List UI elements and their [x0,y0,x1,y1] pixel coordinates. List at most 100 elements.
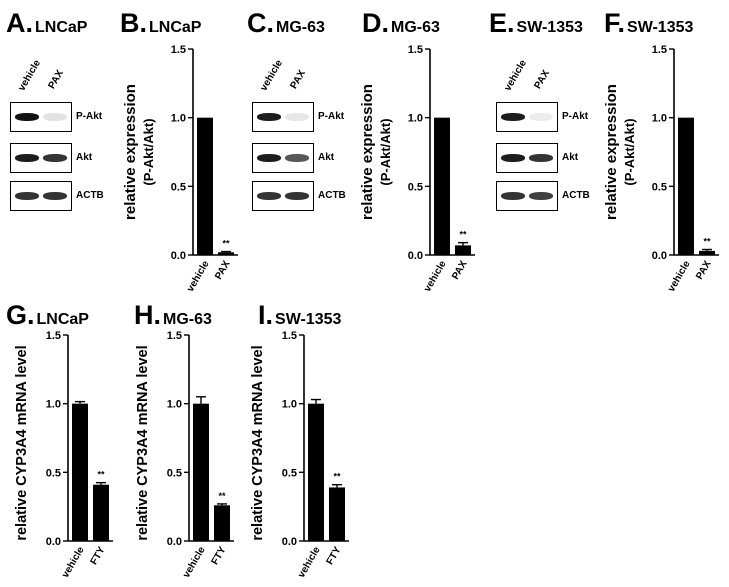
y-axis-label: relative expression [122,84,139,220]
blot-band [501,154,525,162]
panel-label-d: D. MG-63 [362,10,440,37]
blot-band [15,113,39,121]
bar [455,245,471,255]
panel-label-h: H. MG-63 [134,302,212,329]
y-axis-label: relative CYP3A4 mRNA level [250,345,266,540]
category-label: PAX [450,259,470,282]
panel-label-i: I. SW-1353 [258,302,341,329]
panel-letter: A. [6,8,33,38]
blot-band [43,154,67,162]
panel-label-c: C. MG-63 [247,10,325,37]
bar [193,403,209,541]
category-label: PAX [213,259,233,282]
blot-band [15,192,39,200]
significance-label: ** [222,239,230,249]
bar [218,252,234,255]
significance-label: ** [97,470,105,480]
bar [72,403,88,541]
panel-label-f: F. SW-1353 [604,10,693,37]
blot-row [496,181,558,211]
panel-letter: B. [120,8,147,38]
panel-title: MG-63 [276,19,325,36]
panel-letter: I. [258,300,274,330]
y-tick-label: 0.5 [167,467,182,479]
y-tick-label: 1.0 [652,113,667,125]
panel-letter: F. [604,8,626,38]
bar [197,117,213,256]
blot-band [285,113,309,121]
panel-letter: D. [362,8,389,38]
panel-letter: C. [247,8,274,38]
category-label: vehicle [60,545,87,580]
panel-title: MG-63 [391,19,440,36]
significance-label: ** [333,472,341,482]
panel-letter: E. [489,8,515,38]
category-label: FTY [325,545,344,567]
y-tick-label: 1.0 [408,113,423,125]
blot-band [529,154,553,162]
blot-row-label: ACTB [318,190,346,201]
y-axis-label: relative CYP3A4 mRNA level [135,345,151,540]
blot-band [43,192,67,200]
blot-row-label: Akt [318,152,335,163]
blot-band [285,192,309,200]
significance-label: ** [218,491,226,501]
significance-label: ** [703,237,711,247]
blot-row-label: ACTB [562,190,590,201]
blot-row-label: Akt [76,152,93,163]
blot-row-label: P-Akt [562,111,589,122]
category-label: vehicle [181,545,208,580]
panel-letter: G. [6,300,35,330]
y-tick-label: 1.5 [167,330,182,342]
y-tick-label: 1.0 [46,399,61,411]
panel-title: SW-1353 [627,19,694,36]
y-tick-label: 0.5 [171,181,186,193]
blot-band [257,192,281,200]
blot-band [529,113,553,121]
blot-row [252,181,314,211]
panel-label-b: B. LNCaP [120,10,201,37]
blot-band [257,113,281,121]
y-tick-label: 0.5 [408,181,423,193]
panel-title: MG-63 [163,311,212,328]
blot-band [257,154,281,162]
panel-title: LNCaP [36,311,89,328]
y-tick-label: 1.5 [171,44,186,56]
y-tick-label: 0.0 [408,250,423,262]
y-tick-label: 0.0 [652,250,667,262]
y-axis-label-units: (P-Akt/Akt) [622,118,637,185]
y-tick-label: 1.5 [282,330,297,342]
bar [699,250,715,255]
significance-label: ** [459,230,467,240]
blot-band [501,192,525,200]
category-label: FTY [89,545,108,567]
blot-row-label: ACTB [76,190,104,201]
y-axis-label: relative expression [359,84,376,220]
y-tick-label: 0.0 [167,536,182,548]
category-label: vehicle [666,259,693,294]
blot-row-label: P-Akt [318,111,345,122]
blot-row [496,143,558,173]
panel-title: SW-1353 [275,311,342,328]
bar [678,117,694,256]
bar [214,505,230,541]
blot-row [252,102,314,132]
blot-row-label: Akt [562,152,579,163]
bar [329,487,345,541]
category-label: PAX [694,259,714,282]
y-axis-label: relative expression [603,84,620,220]
y-tick-label: 1.0 [282,399,297,411]
blot-row [10,181,72,211]
bar [308,403,324,541]
bar [434,117,450,256]
blot-band [285,154,309,162]
category-label: vehicle [422,259,449,294]
blot-row [496,102,558,132]
panel-label-a: A. LNCaP [6,10,87,37]
y-tick-label: 0.0 [46,536,61,548]
panel-label-g: G. LNCaP [6,302,89,329]
panel-letter: H. [134,300,161,330]
y-tick-label: 0.0 [171,250,186,262]
blot-band [529,192,553,200]
blot-band [15,154,39,162]
